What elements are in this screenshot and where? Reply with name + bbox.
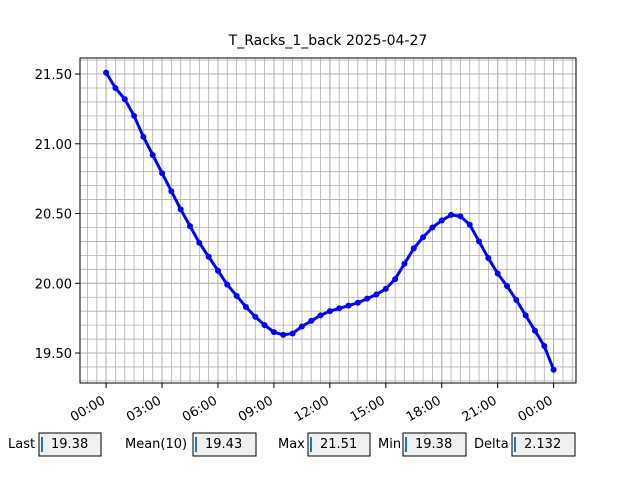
point (522, 312, 529, 319)
point (205, 253, 212, 260)
point (420, 234, 427, 241)
plot-frame (79, 57, 577, 384)
point (364, 295, 371, 302)
point (336, 305, 343, 312)
point (504, 283, 511, 290)
point (149, 151, 156, 158)
point (159, 170, 166, 177)
point (242, 303, 249, 310)
point (121, 96, 128, 103)
point (140, 133, 147, 140)
point (466, 221, 473, 228)
y-tick-label: 21.00 (35, 138, 72, 153)
widget-value: 2.132 (524, 437, 561, 452)
point (373, 291, 380, 298)
text-box[interactable] (38, 432, 102, 457)
point (289, 330, 296, 337)
point (429, 224, 436, 231)
widget-label: Mean(10) (125, 437, 187, 452)
point (298, 323, 305, 330)
point (168, 188, 175, 195)
point (345, 302, 352, 309)
text-box[interactable] (192, 432, 257, 457)
point (550, 366, 557, 373)
point (382, 285, 389, 292)
widget-label: Last (8, 437, 35, 452)
point (103, 69, 110, 76)
point (270, 329, 277, 336)
point (233, 292, 240, 299)
point (317, 312, 324, 319)
text-box[interactable] (402, 432, 467, 457)
widget-label: Min (378, 437, 401, 452)
point (261, 322, 268, 329)
point (214, 267, 221, 274)
point (196, 239, 203, 246)
widget-label: Delta (474, 437, 509, 452)
point (438, 217, 445, 224)
widget-value: 19.38 (51, 437, 88, 452)
point (401, 260, 408, 267)
point (485, 255, 492, 262)
point (308, 317, 315, 324)
x-tick-label: 06:00 (180, 393, 220, 425)
point (177, 206, 184, 213)
point (187, 223, 194, 230)
widget-value: 19.38 (415, 437, 452, 452)
point (131, 112, 138, 119)
x-tick-label: 03:00 (124, 393, 164, 425)
x-tick-label: 00:00 (68, 393, 108, 425)
point (457, 213, 464, 220)
widget-value: 19.43 (205, 437, 242, 452)
widget-label: Max (278, 437, 305, 452)
point (392, 276, 399, 283)
point (494, 270, 501, 277)
point (410, 245, 417, 252)
x-tick-label: 09:00 (236, 393, 276, 425)
chart-title: T_Racks_1_back 2025-04-27 (228, 33, 428, 49)
y-tick-label: 20.00 (35, 277, 72, 292)
y-tick-label: 19.50 (35, 347, 72, 362)
x-tick-label: 00:00 (516, 393, 556, 425)
text-box[interactable] (307, 432, 371, 457)
point (326, 308, 333, 315)
x-tick-label: 21:00 (460, 393, 500, 425)
text-box[interactable] (511, 432, 576, 457)
y-tick-label: 20.50 (35, 208, 72, 223)
point (252, 313, 259, 320)
point (531, 327, 538, 334)
x-tick-label: 12:00 (292, 393, 332, 425)
point (112, 84, 119, 91)
x-tick-label: 18:00 (404, 393, 444, 425)
point (541, 343, 548, 350)
point (354, 299, 361, 306)
point (513, 297, 520, 304)
point (280, 331, 287, 338)
point (224, 281, 231, 288)
y-tick-label: 21.50 (35, 68, 72, 83)
widget-value: 21.51 (320, 437, 357, 452)
x-tick-label: 15:00 (348, 393, 388, 425)
point (476, 238, 483, 245)
point (448, 211, 455, 218)
